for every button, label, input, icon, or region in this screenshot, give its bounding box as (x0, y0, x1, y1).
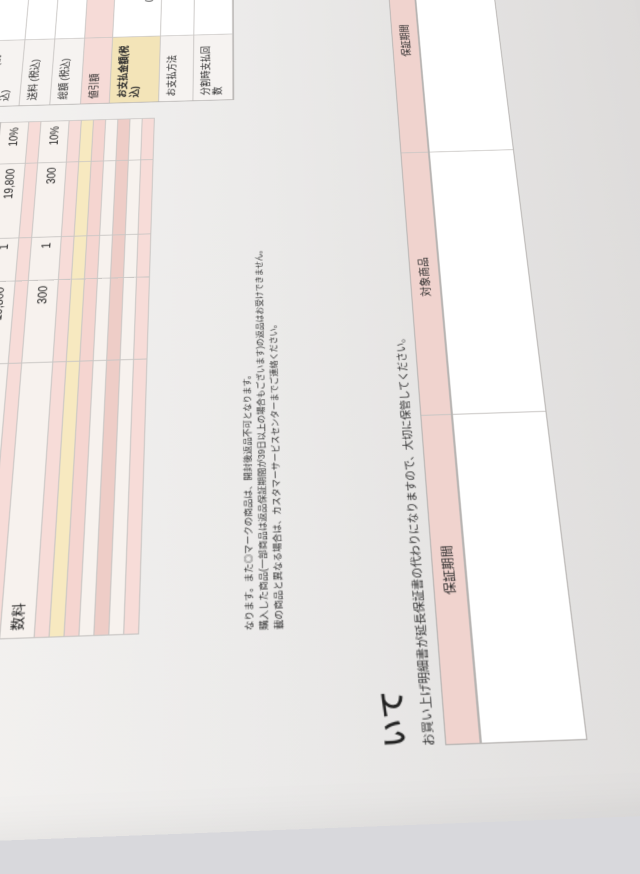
shipping-label: 送料 (税込) (20, 39, 55, 106)
payment-value: 24,310 (内税 2,210円) (113, 0, 162, 37)
discount-value (85, 0, 116, 38)
band-cell-empty (411, 0, 513, 152)
method-label: お支払方法 (159, 35, 193, 102)
summary-box: 商品合計 (税込) 21,780 送料 (税込) 2,200 総額 (税込) 2… (0, 0, 234, 107)
installment-value (194, 0, 232, 35)
payment-label: お支払金額(税込) (109, 36, 159, 103)
inner-tax-note: (内税 2,210円) (141, 0, 155, 30)
gross-label: 総額 (税込) (51, 38, 85, 105)
discount-label: 値引額 (81, 37, 112, 104)
notes-block: なります。また◎マークの商品は、開封後返品不可となります。 購入した商品(一部商… (239, 114, 286, 631)
items-table: 商品名 単価(税抜) 数量 合計(税抜) 税率 ｰｶｰﾝﾃｯｸ黄 期間限ｾｯﾄ(… (0, 118, 155, 643)
installment-label: 分割時支払回数 (193, 34, 232, 101)
method-value: 代金引換 (161, 0, 195, 36)
